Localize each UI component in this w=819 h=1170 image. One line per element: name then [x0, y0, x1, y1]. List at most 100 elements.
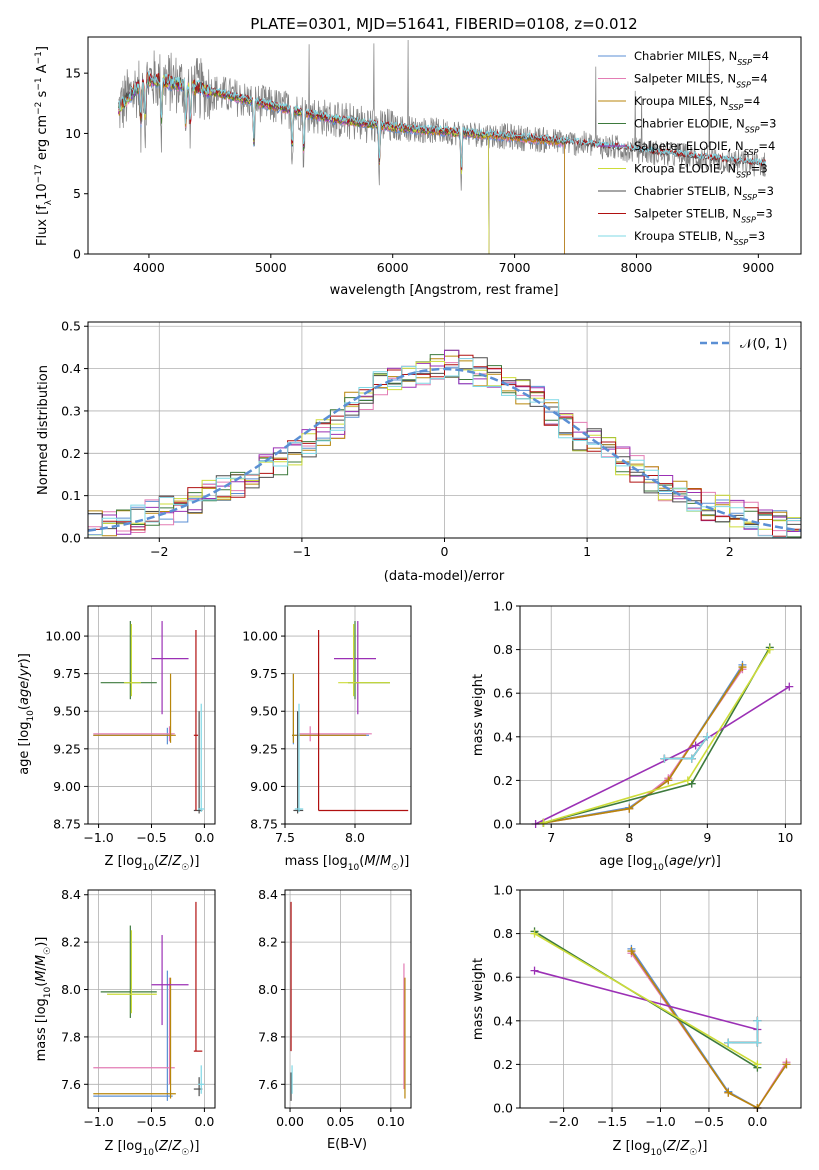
x-tick-label: 7.5 — [275, 830, 295, 845]
x-tick-label: −2 — [150, 544, 168, 559]
weight-line-salpeter-elodie — [534, 969, 758, 1031]
weight-marker — [703, 732, 712, 741]
x-tick-label: 0.05 — [327, 1114, 355, 1129]
y-tick-label: 0.6 — [493, 970, 513, 985]
residuals-xlabel: (data-model)/error — [384, 569, 505, 584]
y-tick-label: 0 — [73, 247, 81, 262]
y-tick-label: 8.75 — [53, 817, 81, 832]
weight-line-salpeter-stelib — [728, 1020, 759, 1044]
errorbar-salpeter-stelib — [193, 630, 199, 811]
x-tick-label: 4000 — [133, 260, 165, 275]
spectrum-xlabel: wavelength [Angstrom, rest frame] — [330, 283, 559, 298]
mass-vs-EBV-axes-frame — [284, 889, 412, 1109]
mass-vs-Z-panel: −1.0 −0.5 0.0 7.6 7.8 8.0 8.2 8.4 Z [log10(Z/Z☉… — [34, 887, 216, 1158]
x-tick-label: 0 — [441, 544, 449, 559]
weight-line-chabrier-stelib — [728, 1020, 759, 1044]
y-tick-label: 0.4 — [493, 729, 513, 744]
y-tick-label: 0.2 — [493, 1057, 513, 1072]
weight-marker — [724, 1038, 733, 1047]
y-tick-label: 0.1 — [61, 488, 81, 503]
legend-label-kroupa-stelib: Kroupa STELIB, NSSP=3 — [634, 229, 765, 247]
weight-marker — [530, 966, 539, 975]
age-vs-mass-xlabel: mass [log10(M/M☉)] — [285, 854, 410, 873]
weight-marker — [539, 818, 548, 827]
y-tick-label: 1.0 — [493, 883, 513, 898]
y-tick-label: 0.3 — [61, 403, 81, 418]
weight-vs-age-ylabel: mass weight — [471, 674, 486, 756]
legend-label-chabrier-stelib: Chabrier STELIB, NSSP=3 — [634, 184, 774, 202]
weight-marker — [785, 682, 794, 691]
y-tick-label: 10.00 — [242, 629, 278, 644]
age-vs-mass-panel: 7.5 8.0 8.75 9.00 9.25 9.50 9.75 10.00 mass [lo… — [242, 605, 412, 873]
y-tick-label: 8.2 — [258, 935, 278, 950]
errorbar-kroupa-stelib — [294, 703, 304, 812]
mass-vs-Z-ylabel: mass [log10(M/M☉)] — [34, 937, 53, 1062]
y-tick-label: 0.4 — [493, 1013, 513, 1028]
weight-line-kroupa-miles — [543, 666, 744, 824]
x-tick-label: 7000 — [499, 260, 531, 275]
normal-legend-label: 𝒩(0, 1) — [740, 337, 787, 352]
legend-label-chabrier-miles: Chabrier MILES, NSSP=4 — [634, 49, 769, 67]
age-vs-Z-panel: −1.0 −0.5 0.0 8.75 9.00 9.25 9.50 9.75 10.00 Z [… — [17, 605, 216, 873]
y-tick-label: 0.5 — [61, 319, 81, 334]
spectrum-legend: Chabrier MILES, NSSP=4 Salpeter MILES, NS… — [598, 49, 776, 247]
errorbar-kroupa-elodie — [107, 930, 157, 1014]
x-tick-label: −1.0 — [645, 1114, 675, 1129]
spectrum-panel: 4000 5000 6000 7000 8000 9000 0 5 10 15 Chabrier … — [34, 36, 802, 298]
y-tick-label: 8.75 — [250, 817, 278, 832]
weight-marker — [625, 804, 634, 813]
y-tick-label: 15 — [65, 66, 81, 81]
weight-marker — [691, 741, 700, 750]
y-tick-label: 9.25 — [53, 741, 81, 756]
weight-marker — [738, 663, 747, 672]
y-tick-label: 0.0 — [493, 1101, 513, 1116]
weight-vs-age-xlabel: age [log10(age/yr)] — [599, 854, 721, 873]
y-tick-label: 8.0 — [61, 982, 81, 997]
mass-vs-EBV-xlabel: E(B-V) — [327, 1137, 367, 1152]
errorbar-salpeter-miles — [299, 726, 372, 742]
weight-marker — [627, 947, 636, 956]
weight-marker — [765, 645, 774, 654]
weight-marker — [753, 1016, 762, 1025]
legend-label-salpeter-elodie: Salpeter ELODIE, NSSP=4 — [634, 139, 775, 157]
weight-line-kroupa-stelib — [664, 736, 708, 760]
weight-vs-Z-xlabel: Z [log10(Z/Z☉)] — [613, 1139, 708, 1158]
x-tick-label: −1.5 — [597, 1114, 627, 1129]
spectrum-axes-frame — [87, 36, 802, 255]
errorbar-salpeter-elodie — [151, 621, 189, 715]
x-tick-label: 8.0 — [345, 830, 365, 845]
weight-vs-Z-ylabel: mass weight — [471, 958, 486, 1040]
x-tick-label: −1.0 — [83, 830, 113, 845]
errorbar-kroupa-elodie — [123, 624, 141, 697]
normal-curve — [88, 367, 801, 532]
age-vs-Z-ylabel: age [log10(age/yr)] — [17, 653, 36, 775]
x-tick-label: 0.10 — [377, 1114, 405, 1129]
y-tick-label: 9.50 — [250, 704, 278, 719]
y-tick-label: 9.00 — [53, 779, 81, 794]
weight-line-salpeter-stelib — [664, 736, 708, 760]
legend-label-kroupa-elodie: Kroupa ELODIE, NSSP=3 — [634, 162, 768, 180]
weight-marker — [753, 1038, 762, 1047]
weight-marker — [782, 1060, 791, 1069]
weight-vs-age-panel: 7 8 9 10 0.0 0.2 0.4 0.6 0.8 1.0 age [log10(age/y… — [471, 599, 802, 873]
y-tick-label: 7.6 — [258, 1077, 278, 1092]
y-tick-label: 0.0 — [493, 817, 513, 832]
weight-marker — [753, 1060, 762, 1069]
mass-vs-Z-xlabel: Z [log10(Z/Z☉)] — [105, 1139, 200, 1158]
histogram-kroupa-stelib — [88, 358, 801, 538]
y-tick-label: 5 — [73, 186, 81, 201]
legend-label-salpeter-miles: Salpeter MILES, NSSP=4 — [634, 72, 768, 90]
weight-line-kroupa-elodie — [534, 932, 758, 1066]
x-tick-label: 8 — [625, 830, 633, 845]
x-tick-label: 0.0 — [747, 1114, 767, 1129]
weight-line-salpeter-elodie — [535, 686, 790, 825]
weight-marker — [660, 754, 669, 763]
errorbar-kroupa-miles — [93, 673, 176, 743]
errorbar-chabrier-elodie — [100, 621, 157, 700]
x-tick-label: −1.0 — [83, 1114, 113, 1129]
x-tick-label: 6000 — [377, 260, 409, 275]
y-tick-label: 0.2 — [493, 773, 513, 788]
x-tick-label: −0.5 — [136, 830, 166, 845]
x-tick-label: 2 — [726, 544, 734, 559]
